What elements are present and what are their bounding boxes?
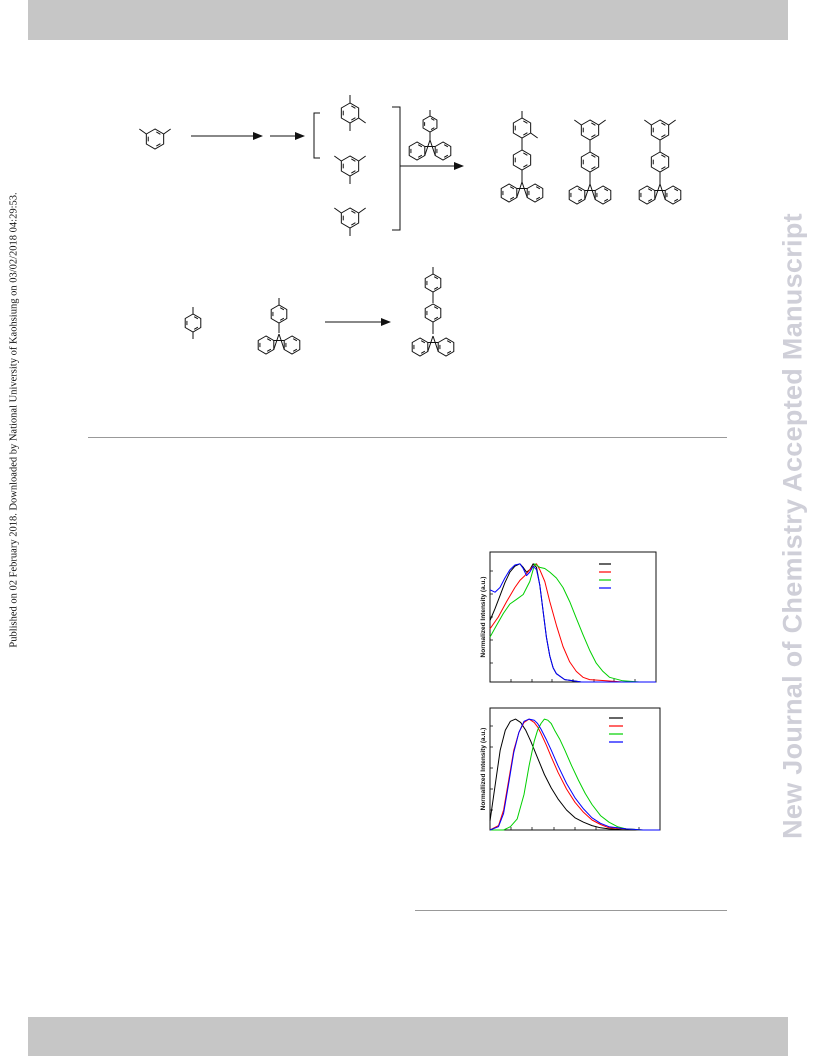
legend-1 [599,563,611,589]
scheme-divider [88,437,727,438]
y-axis-label-2: Normallized Intensity (a.u.) [480,728,487,811]
y-axis-label-1: Normalized Intensity (a.u.) [480,577,487,658]
spectrum-series-group-1 [489,563,656,683]
figure-divider [415,910,727,911]
plot-frame-2 [489,707,661,831]
spectrum-series-group-2 [489,718,660,831]
spectrum-2-series-4 [489,718,660,831]
spectrum-1-series-2 [489,563,656,683]
right-bracket [392,106,401,231]
header-band [28,0,788,40]
footer-band [28,1017,788,1056]
spectrum-1-series-3 [489,563,656,683]
reaction-arrows [191,132,464,326]
spectrum-2-series-2 [489,718,660,831]
spectrum-1-series-4 [489,563,656,683]
y-ticks-1 [490,570,493,664]
left-bracket [313,112,320,159]
legend-2 [609,717,623,743]
spectrum-2-series-3 [490,718,660,831]
spectrum-2-series-1 [489,718,660,831]
